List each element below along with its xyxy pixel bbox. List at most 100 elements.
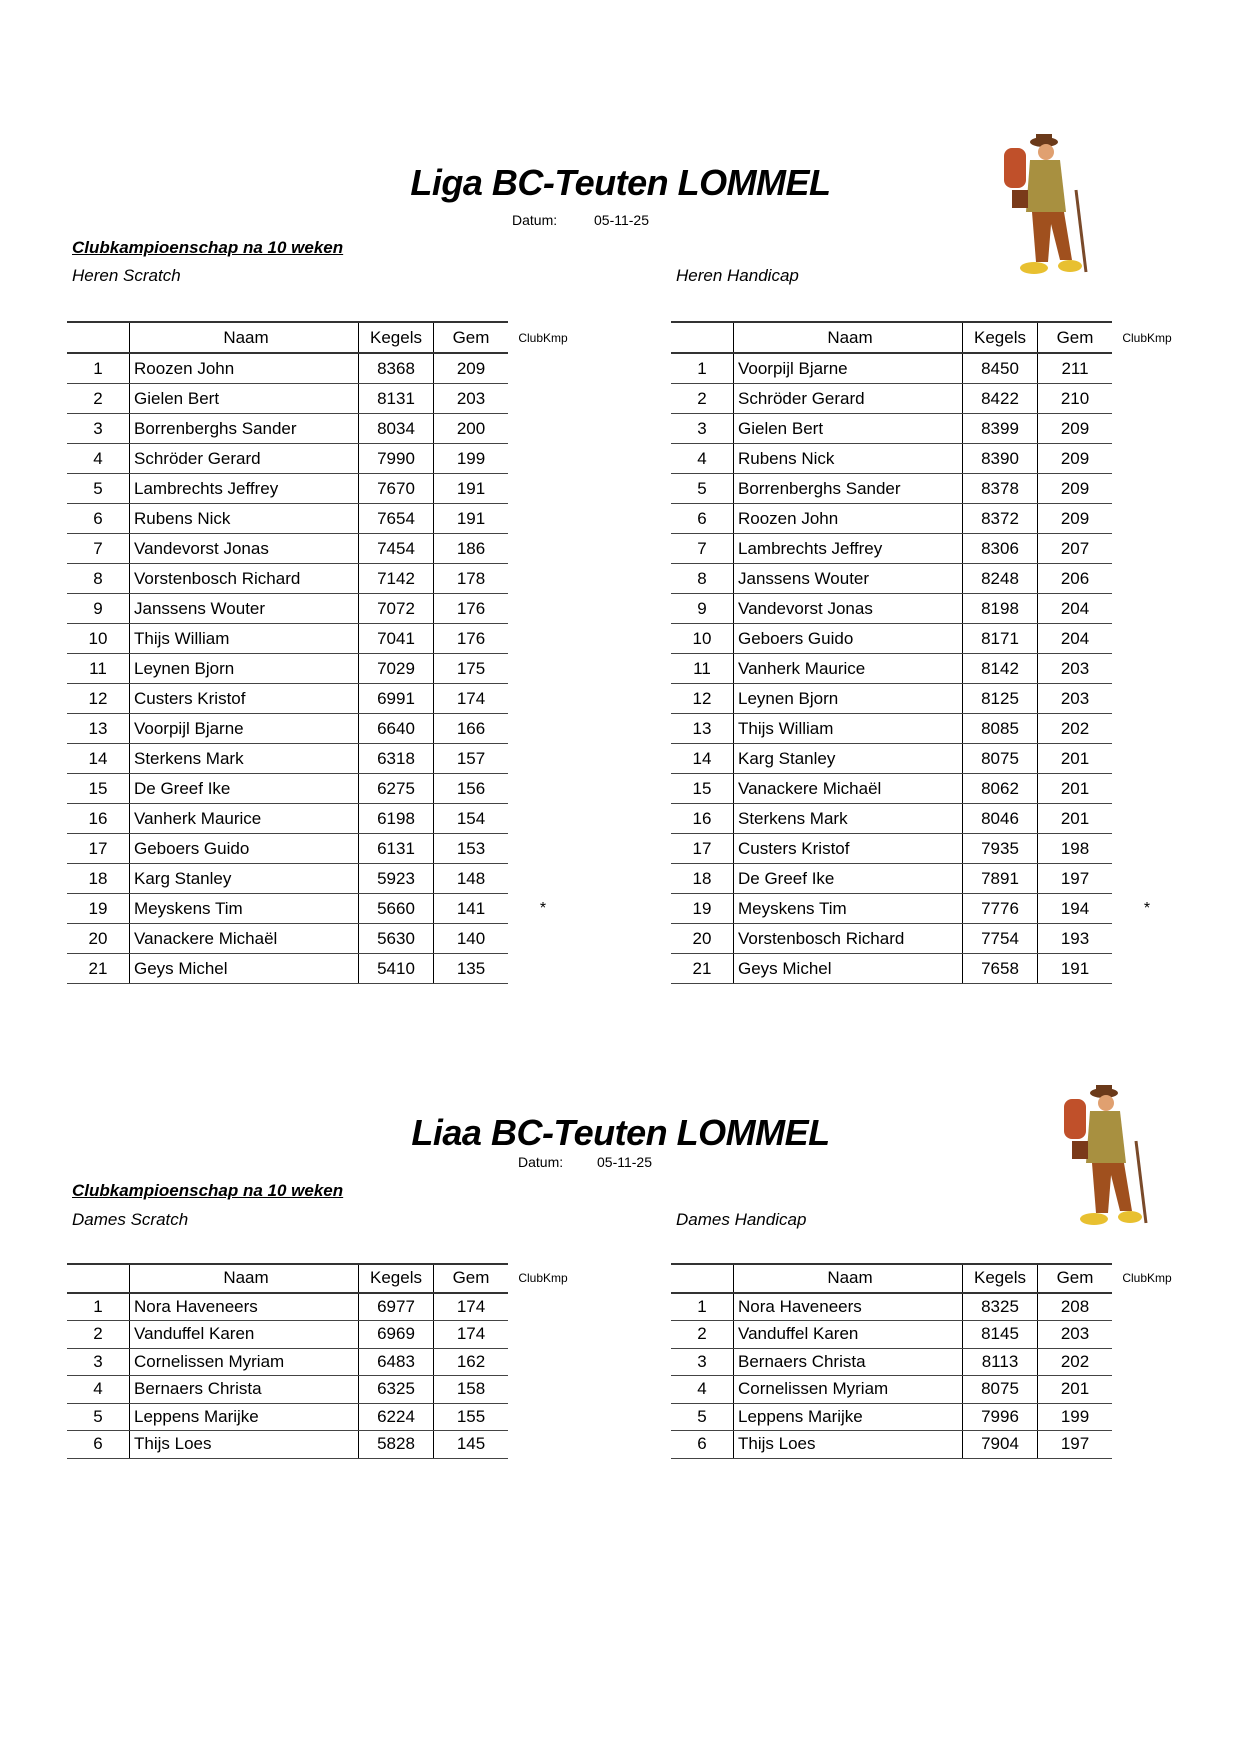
datum-label-2: Datum: xyxy=(518,1154,564,1170)
cell-clubkmp xyxy=(508,924,578,954)
cell-kegels: 6977 xyxy=(358,1292,434,1321)
cell-gem: 140 xyxy=(433,923,508,954)
cell-clubkmp xyxy=(1112,534,1182,564)
cell-gem: 153 xyxy=(433,833,508,864)
cell-gem: 176 xyxy=(433,593,508,624)
cell-name: Bernaers Christa xyxy=(733,1348,963,1376)
table-row: 21 Geys Michel 7658 191 xyxy=(671,953,1182,984)
table-row: 12 Custers Kristof 6991 174 xyxy=(67,683,578,714)
cell-rank: 21 xyxy=(67,953,130,984)
cell-rank: 3 xyxy=(671,413,734,444)
cell-name: Geboers Guido xyxy=(129,833,359,864)
cell-gem: 202 xyxy=(1037,1348,1112,1376)
cell-kegels: 6991 xyxy=(358,683,434,714)
cell-name: Custers Kristof xyxy=(733,833,963,864)
cell-name: Karg Stanley xyxy=(733,743,963,774)
cell-gem: 145 xyxy=(433,1430,508,1459)
cell-gem: 141 xyxy=(433,893,508,924)
cell-name: Vorstenbosch Richard xyxy=(129,563,359,594)
cell-rank: 8 xyxy=(67,563,130,594)
cell-kegels: 6640 xyxy=(358,713,434,744)
cell-rank: 5 xyxy=(671,473,734,504)
cell-rank: 8 xyxy=(671,563,734,594)
cell-name: Voorpijl Bjarne xyxy=(733,353,963,384)
cell-gem: 191 xyxy=(433,473,508,504)
cell-name: Vanackere Michaël xyxy=(129,923,359,954)
cell-name: Vanackere Michaël xyxy=(733,773,963,804)
cell-name: Janssens Wouter xyxy=(733,563,963,594)
table-body: 1 Nora Haveneers 8325 208 2 Vanduffel Karen 81… xyxy=(671,1292,1182,1459)
table-row: 5 Lambrechts Jeffrey 7670 191 xyxy=(67,473,578,504)
cell-kegels: 6224 xyxy=(358,1403,434,1431)
teut-mascot-icon xyxy=(1064,1085,1148,1225)
table-row: 8 Vorstenbosch Richard 7142 178 xyxy=(67,563,578,594)
cell-rank: 19 xyxy=(671,893,734,924)
table-row: 7 Vandevorst Jonas 7454 186 xyxy=(67,533,578,564)
cell-rank: 7 xyxy=(67,533,130,564)
cell-gem: 175 xyxy=(433,653,508,684)
cell-name: Nora Haveneers xyxy=(129,1292,359,1321)
cell-clubkmp xyxy=(508,474,578,504)
cell-gem: 202 xyxy=(1037,713,1112,744)
table-row: 7 Lambrechts Jeffrey 8306 207 xyxy=(671,533,1182,564)
cell-rank: 14 xyxy=(67,743,130,774)
header-rank xyxy=(67,321,130,354)
cell-rank: 18 xyxy=(671,863,734,894)
cell-clubkmp xyxy=(1112,1376,1182,1404)
cell-kegels: 7754 xyxy=(962,923,1038,954)
cell-rank: 21 xyxy=(671,953,734,984)
cell-name: Thijs Loes xyxy=(129,1430,359,1459)
cell-name: Vandevorst Jonas xyxy=(129,533,359,564)
table-row: 13 Thijs William 8085 202 xyxy=(671,713,1182,744)
table-row: 15 De Greef Ike 6275 156 xyxy=(67,773,578,804)
cell-rank: 12 xyxy=(67,683,130,714)
cell-rank: 19 xyxy=(67,893,130,924)
table-row: 20 Vanackere Michaël 5630 140 xyxy=(67,923,578,954)
cell-name: Cornelissen Myriam xyxy=(733,1375,963,1404)
table-row: 12 Leynen Bjorn 8125 203 xyxy=(671,683,1182,714)
cell-rank: 13 xyxy=(671,713,734,744)
cell-name: De Greef Ike xyxy=(733,863,963,894)
cell-clubkmp xyxy=(508,804,578,834)
cell-kegels: 8325 xyxy=(962,1292,1038,1321)
cell-rank: 4 xyxy=(67,1375,130,1404)
cell-clubkmp xyxy=(1112,1321,1182,1349)
cell-rank: 5 xyxy=(671,1403,734,1431)
header-clubkmp: ClubKmp xyxy=(1122,330,1172,345)
header-clubkmp: ClubKmp xyxy=(1122,1271,1172,1286)
cell-kegels: 6131 xyxy=(358,833,434,864)
dames-handicap-table: Naam Kegels Gem ClubKmp 1 Nora Haveneers 8325… xyxy=(671,1263,1182,1459)
table-row: 6 Roozen John 8372 209 xyxy=(671,503,1182,534)
cell-clubkmp xyxy=(1112,714,1182,744)
cell-kegels: 8306 xyxy=(962,533,1038,564)
cell-clubkmp xyxy=(1112,624,1182,654)
cell-gem: 209 xyxy=(1037,443,1112,474)
cell-clubkmp xyxy=(1112,954,1182,984)
header-name: Naam xyxy=(733,321,963,354)
table-row: 15 Vanackere Michaël 8062 201 xyxy=(671,773,1182,804)
cell-kegels: 7454 xyxy=(358,533,434,564)
table-row: 2 Gielen Bert 8131 203 xyxy=(67,383,578,414)
cell-rank: 4 xyxy=(671,443,734,474)
header-clubkmp: ClubKmp xyxy=(518,330,568,345)
cell-gem: 203 xyxy=(1037,653,1112,684)
header-name: Naam xyxy=(733,1263,963,1294)
cell-clubkmp xyxy=(508,654,578,684)
cell-name: Vanherk Maurice xyxy=(129,803,359,834)
cell-name: Leynen Bjorn xyxy=(129,653,359,684)
cell-rank: 2 xyxy=(67,383,130,414)
cell-clubkmp xyxy=(1112,353,1182,384)
table-body: 1 Roozen John 8368 209 2 Gielen Bert 8131 203 3 B… xyxy=(67,353,578,984)
cell-clubkmp xyxy=(508,1348,578,1376)
cell-clubkmp xyxy=(1112,804,1182,834)
table-row: 4 Bernaers Christa 6325 158 xyxy=(67,1375,578,1404)
cell-rank: 2 xyxy=(67,1320,130,1349)
table-header: Naam Kegels Gem ClubKmp xyxy=(671,1263,1182,1294)
cell-gem: 191 xyxy=(433,503,508,534)
cell-clubkmp xyxy=(508,384,578,414)
cell-gem: 174 xyxy=(433,683,508,714)
cell-rank: 2 xyxy=(671,383,734,414)
table-row: 5 Leppens Marijke 7996 199 xyxy=(671,1403,1182,1431)
cell-clubkmp xyxy=(508,1403,578,1431)
cell-gem: 201 xyxy=(1037,773,1112,804)
